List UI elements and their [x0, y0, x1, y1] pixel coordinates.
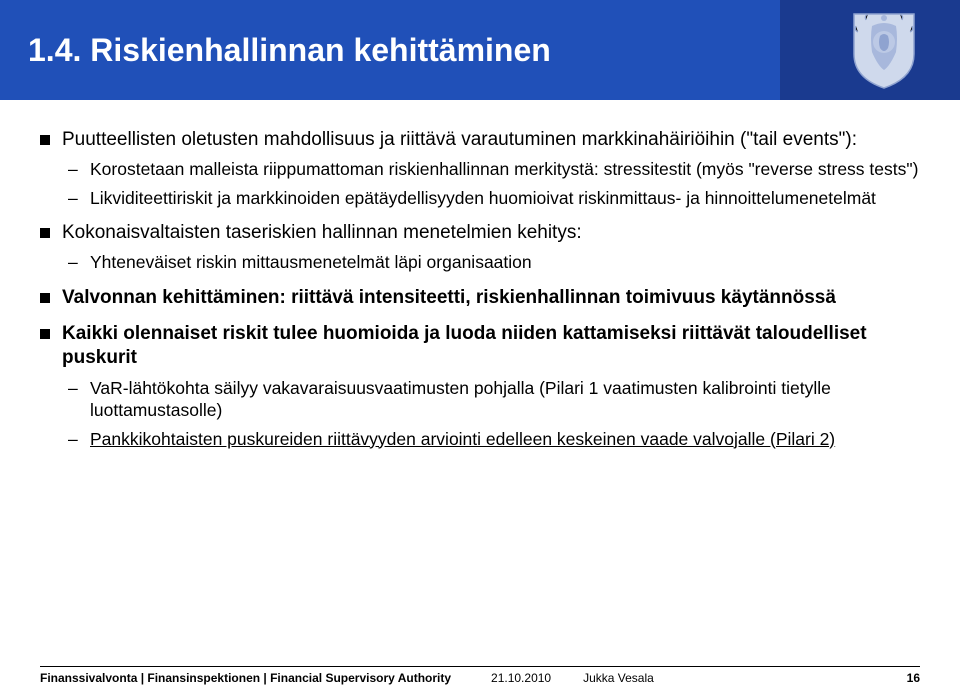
- sub-list: Yhteneväiset riskin mittausmenetelmät lä…: [62, 251, 920, 273]
- bullet-text: Valvonnan kehittäminen: riittävä intensi…: [62, 287, 836, 308]
- sub-item: Korostetaan malleista riippumattoman ris…: [62, 158, 920, 180]
- bullet-text: Puutteellisten oletusten mahdollisuus ja…: [62, 129, 857, 150]
- footer-row: Finanssivalvonta | Finansinspektionen | …: [40, 671, 920, 685]
- bullet-text: Kaikki olennaiset riskit tulee huomioida…: [62, 323, 867, 368]
- slide-footer: Finanssivalvonta | Finansinspektionen | …: [0, 666, 960, 685]
- footer-org: Finanssivalvonta | Finansinspektionen | …: [40, 671, 451, 685]
- sub-text: VaR-lähtökohta säilyy vakavaraisuusvaati…: [90, 378, 831, 420]
- slide-content: Puutteellisten oletusten mahdollisuus ja…: [0, 100, 960, 450]
- footer-page: 16: [907, 671, 920, 685]
- sub-item: Pankkikohtaisten puskureiden riittävyyde…: [62, 428, 920, 450]
- header-band: 1.4. Riskienhallinnan kehittäminen: [0, 0, 960, 100]
- bullet-item: Kaikki olennaiset riskit tulee huomioida…: [40, 322, 920, 450]
- finland-crest-icon: [844, 8, 924, 92]
- slide-title: 1.4. Riskienhallinnan kehittäminen: [28, 32, 551, 69]
- sub-item: Yhteneväiset riskin mittausmenetelmät lä…: [62, 251, 920, 273]
- sub-text: Yhteneväiset riskin mittausmenetelmät lä…: [90, 252, 532, 272]
- sub-item: VaR-lähtökohta säilyy vakavaraisuusvaati…: [62, 377, 920, 422]
- sub-item: Likviditeettiriskit ja markkinoiden epät…: [62, 187, 920, 209]
- header-inner: 1.4. Riskienhallinnan kehittäminen: [0, 0, 780, 100]
- bullet-item: Kokonaisvaltaisten taseriskien hallinnan…: [40, 221, 920, 274]
- bullet-item: Puutteellisten oletusten mahdollisuus ja…: [40, 128, 920, 209]
- bullet-item: Valvonnan kehittäminen: riittävä intensi…: [40, 286, 920, 310]
- sub-text: Korostetaan malleista riippumattoman ris…: [90, 159, 918, 179]
- bullet-text: Kokonaisvaltaisten taseriskien hallinnan…: [62, 222, 582, 243]
- footer-author: Jukka Vesala: [583, 671, 654, 685]
- sub-list: Korostetaan malleista riippumattoman ris…: [62, 158, 920, 209]
- sub-text: Likviditeettiriskit ja markkinoiden epät…: [90, 188, 876, 208]
- sub-text: Pankkikohtaisten puskureiden riittävyyde…: [90, 429, 835, 449]
- sub-list: VaR-lähtökohta säilyy vakavaraisuusvaati…: [62, 377, 920, 450]
- footer-rule: [40, 666, 920, 667]
- footer-date: 21.10.2010: [491, 671, 551, 685]
